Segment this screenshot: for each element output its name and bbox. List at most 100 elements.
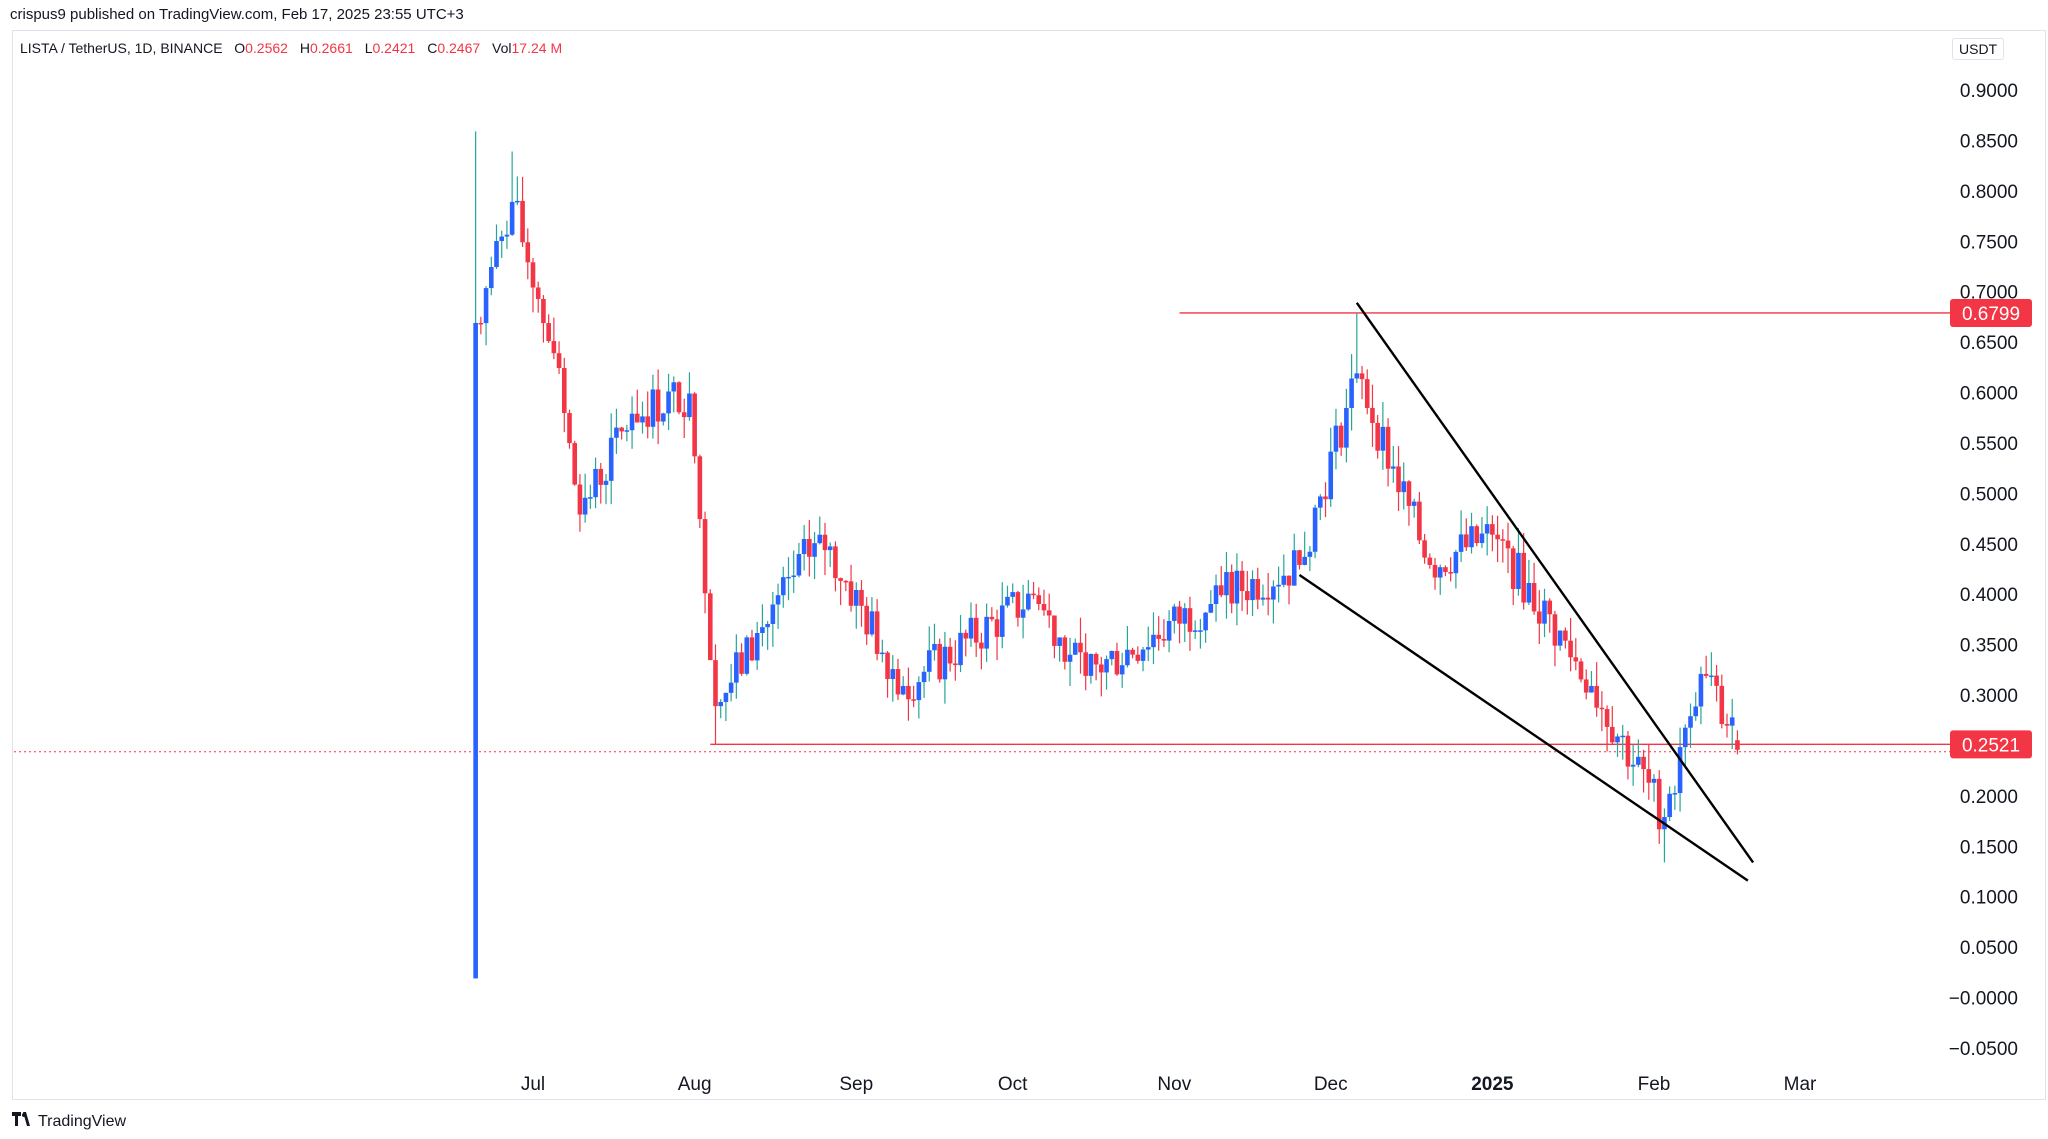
candle-body xyxy=(1604,709,1610,727)
footer-brand[interactable]: TradingView xyxy=(12,1112,126,1131)
candle-body xyxy=(593,468,598,498)
candle-body xyxy=(744,637,750,674)
candle-body xyxy=(515,200,520,203)
candle-body xyxy=(953,663,958,666)
candle-body xyxy=(1636,756,1641,765)
candle-body xyxy=(509,201,515,235)
price-axis[interactable]: 0.9000 0.8500 0.8000 0.7500 0.7000 0.6500 0.60… xyxy=(1949,81,2018,1060)
candle-body xyxy=(1583,679,1589,693)
price-tick-label: 0.1500 xyxy=(1960,837,2018,858)
footer-brand-text: TradingView xyxy=(38,1112,127,1130)
candle-body xyxy=(1682,727,1688,748)
candle-body xyxy=(1505,540,1511,549)
candle-body xyxy=(546,323,551,342)
candle-body xyxy=(1646,769,1652,783)
candle-body xyxy=(1620,735,1626,738)
candle-body xyxy=(1151,634,1156,648)
candle-body xyxy=(1401,481,1407,493)
candle-body xyxy=(869,611,875,635)
candle-body xyxy=(1161,638,1167,641)
candle-body xyxy=(541,298,546,324)
candle-body xyxy=(780,577,786,596)
candle-body xyxy=(843,580,849,583)
candle-body xyxy=(624,430,630,432)
candle-body xyxy=(1172,606,1177,622)
time-tick-label: Dec xyxy=(1314,1074,1348,1095)
candle-body xyxy=(1015,592,1021,618)
candle-body xyxy=(520,200,525,243)
candle-body xyxy=(979,642,984,649)
ohlc-legend: LISTA / TetherUS, 1D, BINANCE O0.2562 H0… xyxy=(20,40,570,56)
symbol-label[interactable]: LISTA / TetherUS, 1D, BINANCE xyxy=(20,40,223,56)
price-tick-label: −0.0500 xyxy=(1949,1039,2018,1060)
candle-body xyxy=(1563,630,1568,641)
open-value: 0.2562 xyxy=(245,40,288,56)
candle-body xyxy=(1333,425,1339,452)
upper-wedge-line[interactable] xyxy=(1355,302,1755,864)
candle-body xyxy=(499,236,505,242)
candle-body xyxy=(827,546,833,551)
candle-body xyxy=(1531,582,1537,612)
price-tick-label: 0.6500 xyxy=(1960,333,2018,354)
candle-body xyxy=(885,652,890,680)
lower-wedge-line[interactable] xyxy=(1298,574,1749,882)
candle-body xyxy=(1041,604,1047,611)
high-value: 0.2661 xyxy=(309,40,353,56)
candle-body xyxy=(1208,603,1214,613)
candle-body xyxy=(1281,575,1287,585)
candle-body xyxy=(1453,551,1459,574)
candle-body xyxy=(1187,608,1193,632)
candle-body xyxy=(1464,534,1469,548)
horizontal-levels xyxy=(14,312,1960,753)
candle-body xyxy=(504,234,510,237)
candle-body xyxy=(1245,591,1250,601)
candle-body xyxy=(1672,793,1678,795)
candle-body xyxy=(1218,585,1224,596)
candle-body xyxy=(1234,570,1240,604)
candle-body xyxy=(1093,654,1099,665)
candle-body xyxy=(1318,496,1323,508)
candle-body xyxy=(765,623,770,628)
price-label-box xyxy=(1950,298,2032,327)
candle-body xyxy=(619,427,624,432)
candle-body xyxy=(1099,664,1104,673)
candle-body xyxy=(801,538,807,555)
candle-body xyxy=(1083,652,1088,676)
candle-body xyxy=(1391,466,1396,469)
currency-selector[interactable]: USDT xyxy=(1952,38,2005,60)
candle-body xyxy=(681,412,687,418)
candle-body xyxy=(1031,593,1036,596)
candle-body xyxy=(1552,614,1558,646)
candle-body xyxy=(895,669,901,695)
price-tick-label: 0.5000 xyxy=(1960,484,2018,505)
close-value: 0.2467 xyxy=(437,40,481,56)
price-tick-label: 0.5500 xyxy=(1960,434,2018,455)
time-axis[interactable]: Jul Aug Sep Oct Nov Dec 2025 Feb Mar xyxy=(521,1074,1817,1095)
candle-body xyxy=(1714,675,1719,686)
time-tick-label: Mar xyxy=(1784,1074,1817,1095)
candle-body xyxy=(1114,650,1120,675)
wedge-trend-lines xyxy=(1298,302,1755,882)
price-tick-label: 0.4500 xyxy=(1960,535,2018,556)
candle-body xyxy=(650,389,656,427)
candle-body xyxy=(1526,582,1532,603)
candle-body xyxy=(1364,379,1370,408)
time-tick-label: Nov xyxy=(1157,1074,1191,1095)
candle-body xyxy=(754,633,760,661)
candle-body xyxy=(1297,550,1302,565)
candle-body xyxy=(1578,661,1584,680)
candle-body xyxy=(1062,637,1068,662)
candle-body xyxy=(483,288,489,324)
candle-body xyxy=(1177,606,1182,624)
candle-body xyxy=(1589,685,1594,693)
candle-body xyxy=(937,643,942,680)
price-tick-label: 0.8000 xyxy=(1960,182,2018,203)
candle-body xyxy=(1688,716,1693,728)
volume-label: Vol xyxy=(492,40,512,56)
candle-body xyxy=(1568,640,1573,658)
candle-body xyxy=(1255,579,1261,600)
candle-body xyxy=(1474,526,1480,544)
candle-body xyxy=(728,682,734,693)
candle-body xyxy=(629,413,635,431)
